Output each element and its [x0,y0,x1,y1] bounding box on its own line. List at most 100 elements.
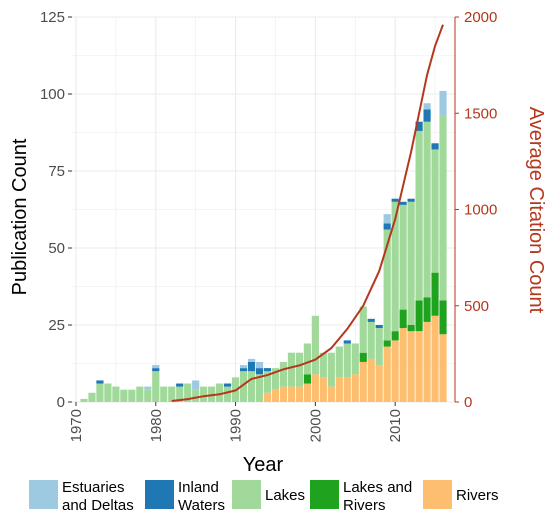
legend-label: Rivers [456,487,499,504]
bar-segment-lakes [279,361,288,387]
bar-segment-lakes [239,371,248,402]
bar-segment-rivers [383,346,391,402]
bar-segment-lakes [200,386,208,402]
x-tick-label: 2000 [307,409,324,442]
bar-segment-lakes [224,386,232,402]
bar-segment-inland [415,121,423,131]
bar-segment-lakes-rivers [383,340,391,347]
bar-segment-lakes [216,383,224,402]
legend-swatch [145,480,174,509]
bar-segment-rivers [431,315,439,402]
bar-segment-lakes [263,371,272,393]
bar-segment-rivers [351,374,359,402]
bar-segment-estuaries [239,365,248,369]
bar-segment-lakes [184,383,192,402]
bar-segment-lakes [351,343,359,375]
legend-swatch [232,480,261,509]
bar-segment-rivers [423,321,431,402]
y2-tick-label: 1500 [464,105,497,122]
legend-swatch [310,480,339,509]
bar-segment-rivers [367,358,375,402]
bar-segment-inland [407,198,415,202]
legend-label: Estuaries [62,479,125,496]
bar-segment-rivers [335,377,343,402]
bar-segment-inland [247,361,256,372]
bar-segment-rivers [327,386,335,402]
bar-segment-lakes-rivers [431,272,439,316]
y-tick-label: 100 [40,86,65,103]
legend-label: Lakes [265,487,305,504]
bar-segment-lakes [343,343,351,378]
legend-label: and Deltas [62,497,134,514]
bar-segment-lakes [247,371,256,402]
bar-segment-estuaries [423,103,431,110]
legend-label: Rivers [343,497,386,514]
bar-segment-rivers [375,365,383,402]
bar-segment-estuaries [383,214,391,224]
bar-segment-lakes [359,306,367,353]
bar-segment-rivers [311,374,319,402]
legend-item-lakes: Lakes [232,480,305,509]
y2-tick-label: 2000 [464,9,497,26]
y-tick-label: 125 [40,9,65,26]
bar-segment-inland [263,368,272,372]
y-tick-label: 75 [48,163,65,180]
bar-segment-inland [367,318,375,322]
bar-segment-lakes [367,321,375,359]
bar-segment-estuaries [255,361,264,369]
legend-label: Waters [178,497,225,514]
bar-segment-lakes [168,386,176,402]
bar-segment-inland [224,383,232,387]
bar-segment-lakes-rivers [423,297,431,322]
bar-segment-lakes [295,352,303,387]
legend-swatch [29,480,58,509]
bar-segment-lakes-rivers [303,374,311,384]
bar-segment-lakes-rivers [359,352,367,362]
bar-segment-lakes [327,352,335,387]
bar-segment-lakes [431,149,439,273]
bar-segment-lakes [415,130,423,301]
bar-segment-rivers [279,386,288,402]
legend-swatch [423,480,452,509]
bar-segment-lakes [439,115,447,301]
y2-axis-title: Average Citation Count [525,107,547,314]
bar-segment-lakes [88,392,96,402]
bar-segment-lakes-rivers [407,325,415,332]
bar-segment-lakes-rivers [399,309,407,329]
x-axis-title: Year [243,454,284,476]
axes: 0 25 50 75 100 125 0 500 1000 1500 2000 1970 1980 199… [40,9,497,442]
bar-segment-lakes [192,389,200,402]
bar-segment-inland [176,383,184,387]
bar-segment-rivers [399,328,407,402]
y2-tick-label: 1000 [464,202,497,219]
bar-segment-lakes [303,343,311,375]
citation-line-group [171,24,444,402]
bar-segment-rivers [295,386,303,402]
bar-segment-lakes [335,346,343,378]
bar-segment-lakes [152,371,160,402]
bar-segment-lakes [96,383,104,402]
bar-segment-rivers [271,389,280,402]
citation-line [171,24,444,402]
bar-segment-estuaries [144,386,152,390]
bar-segment-lakes [104,383,112,402]
bar-segment-lakes [160,386,168,402]
x-tick-label: 1990 [228,409,245,442]
bar-segment-rivers [287,386,296,402]
bar-segment-lakes [383,229,391,341]
bar-segment-inland [391,198,399,202]
bar-segment-estuaries [192,380,200,390]
bar-segment-lakes [271,368,280,390]
bar-segment-lakes [255,374,264,402]
legend-label: Lakes and [343,479,412,496]
y-tick-label: 50 [48,240,65,257]
bar-segment-inland [96,380,104,384]
y-tick-label: 0 [57,394,65,411]
bar-segment-inland [255,368,264,375]
bar-segment-inland [399,201,407,205]
bar-segment-lakes [176,386,184,402]
